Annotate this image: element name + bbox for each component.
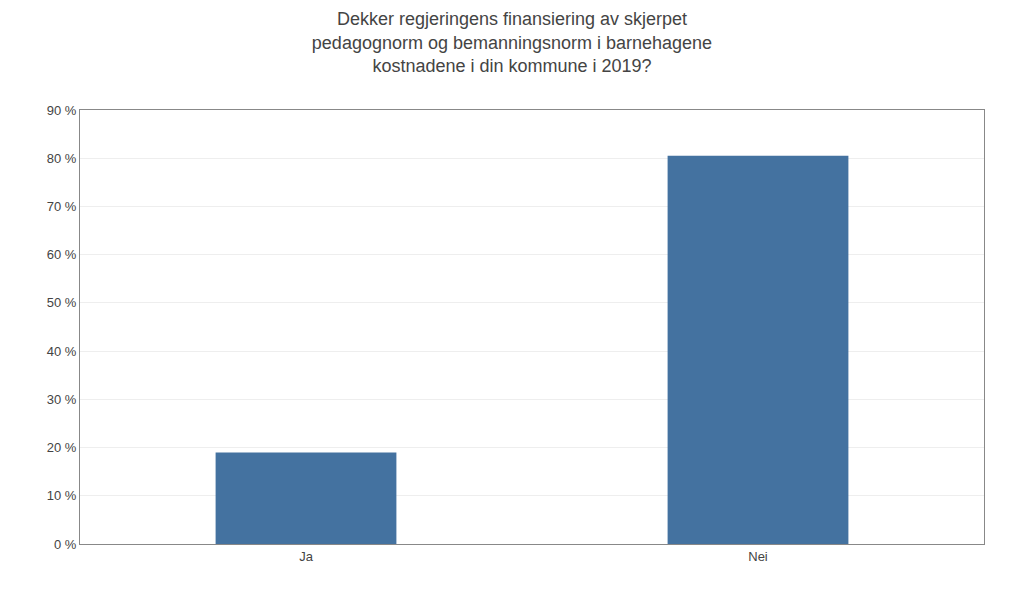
svg-text:80 %: 80 %	[47, 151, 77, 166]
svg-text:60 %: 60 %	[47, 247, 77, 262]
svg-text:Nei: Nei	[748, 549, 768, 564]
svg-text:0 %: 0 %	[54, 537, 77, 552]
svg-text:40 %: 40 %	[47, 344, 77, 359]
svg-text:30 %: 30 %	[47, 392, 77, 407]
svg-text:20 %: 20 %	[47, 440, 77, 455]
svg-text:90 %: 90 %	[47, 103, 77, 118]
svg-text:10 %: 10 %	[47, 488, 77, 503]
svg-text:Ja: Ja	[299, 549, 314, 564]
svg-text:50 %: 50 %	[47, 295, 77, 310]
svg-text:Dekker regjeringens finansieri: Dekker regjeringens finansiering av skje…	[312, 9, 712, 76]
svg-text:70 %: 70 %	[47, 199, 77, 214]
